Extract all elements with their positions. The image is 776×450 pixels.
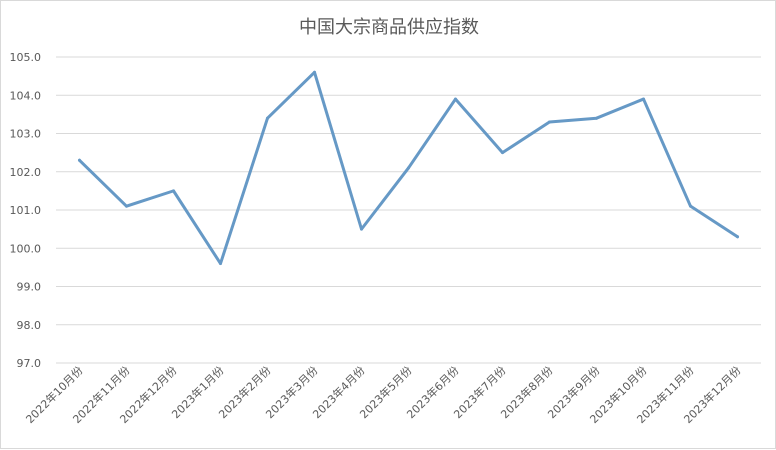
data-point [501, 151, 504, 155]
y-tick-label: 98.0 [17, 319, 42, 332]
data-point [360, 227, 363, 231]
y-tick-label: 102.0 [10, 166, 42, 179]
data-point [736, 235, 739, 239]
data-point [313, 70, 316, 74]
data-point [642, 97, 645, 101]
y-tick-label: 103.0 [10, 128, 42, 141]
y-tick-label: 101.0 [10, 204, 42, 217]
y-tick-label: 104.0 [10, 89, 42, 102]
data-point [689, 204, 692, 208]
data-point [454, 97, 457, 101]
y-tick-label: 100.0 [10, 242, 42, 255]
data-point [125, 204, 128, 208]
data-point [172, 189, 175, 193]
data-point [266, 116, 269, 120]
data-point [78, 158, 81, 162]
data-point [548, 120, 551, 124]
y-tick-label: 105.0 [10, 51, 42, 64]
y-tick-label: 99.0 [17, 281, 42, 294]
data-point [219, 262, 222, 266]
data-point [595, 116, 598, 120]
y-tick-label: 97.0 [17, 357, 42, 370]
data-point [407, 166, 410, 170]
chart-title: 中国大宗商品供应指数 [299, 17, 479, 38]
